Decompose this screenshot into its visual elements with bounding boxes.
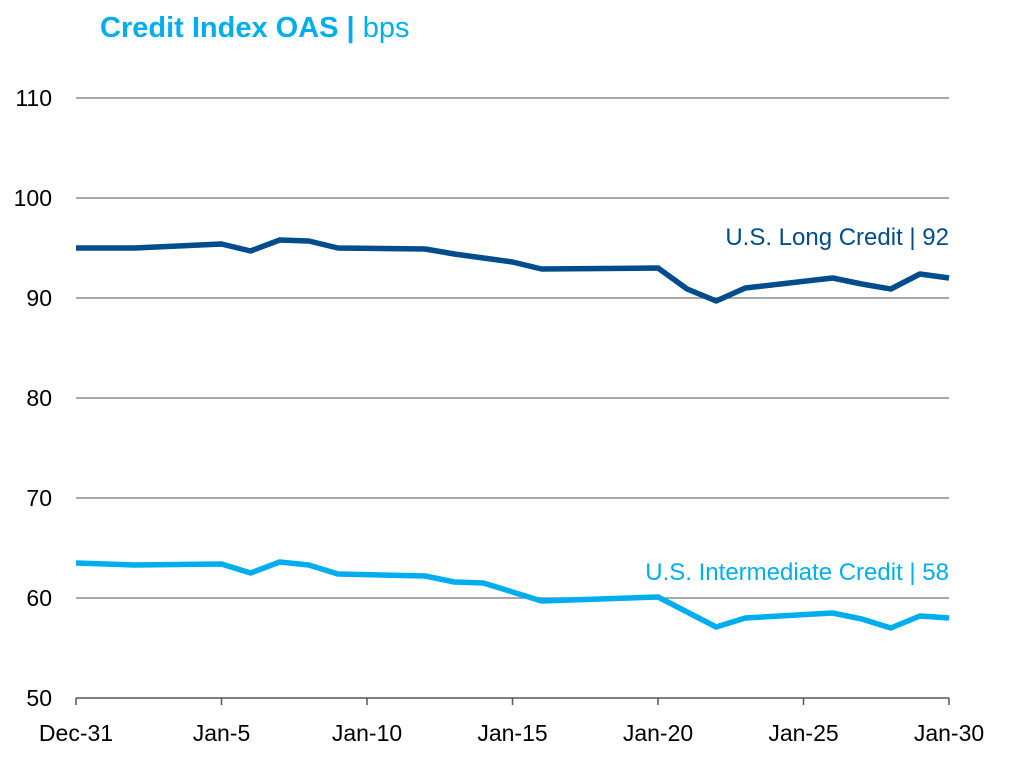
x-tick-label: Dec-31 <box>39 720 113 746</box>
x-tick-label: Jan-15 <box>477 720 547 746</box>
series-line-long-credit <box>76 237 950 304</box>
x-tick-label: Jan-20 <box>623 720 693 746</box>
x-tick-label: Jan-25 <box>768 720 838 746</box>
y-tick-label: 60 <box>26 585 52 611</box>
series-label: U.S. Intermediate Credit | 58 <box>645 559 949 586</box>
y-tick-label: 90 <box>26 285 52 311</box>
chart-title-main: Credit Index OAS | <box>100 12 355 44</box>
chart-title-unit: bps <box>362 12 410 44</box>
y-tick-label: 70 <box>26 485 52 511</box>
y-tick-label: 110 <box>15 85 52 111</box>
series-line-intermediate-credit <box>75 559 950 631</box>
y-tick-label: 100 <box>14 185 52 211</box>
y-tick-label: 50 <box>26 685 52 711</box>
x-tick-label: Jan-5 <box>193 720 251 746</box>
series-label: U.S. Long Credit | 92 <box>725 224 949 251</box>
x-tick-label: Jan-30 <box>914 720 984 746</box>
y-tick-label: 80 <box>26 385 52 411</box>
chart-title: Credit Index OAS | bps <box>100 12 409 45</box>
x-tick-label: Jan-10 <box>332 720 402 746</box>
